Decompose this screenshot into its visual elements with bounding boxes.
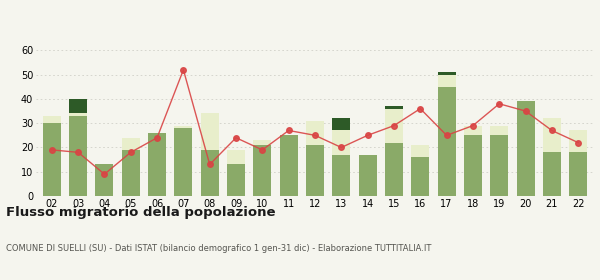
Bar	[490, 135, 508, 196]
Bar	[280, 135, 298, 196]
Bar	[43, 116, 61, 123]
Bar	[437, 75, 455, 87]
Bar	[332, 118, 350, 130]
Bar	[201, 150, 218, 196]
Bar	[148, 133, 166, 196]
Bar	[464, 126, 482, 135]
Bar	[306, 121, 324, 145]
Bar	[569, 130, 587, 152]
Bar	[385, 109, 403, 143]
Bar	[412, 157, 429, 196]
Bar	[464, 135, 482, 196]
Bar	[332, 130, 350, 155]
Bar	[569, 152, 587, 196]
Bar	[69, 113, 87, 116]
Bar	[69, 116, 87, 196]
Bar	[437, 72, 455, 75]
Bar	[517, 101, 535, 196]
Bar	[227, 150, 245, 164]
Bar	[253, 140, 271, 145]
Bar	[332, 155, 350, 196]
Bar	[227, 164, 245, 196]
Bar	[95, 164, 113, 196]
Bar	[69, 99, 87, 113]
Bar	[175, 128, 193, 196]
Bar	[359, 155, 377, 196]
Bar	[437, 87, 455, 196]
Bar	[306, 145, 324, 196]
Bar	[543, 118, 561, 152]
Bar	[122, 150, 140, 196]
Bar	[543, 152, 561, 196]
Bar	[490, 126, 508, 135]
Bar	[385, 143, 403, 196]
Bar	[122, 138, 140, 150]
Bar	[201, 113, 218, 150]
Bar	[412, 145, 429, 157]
Text: Flusso migratorio della popolazione: Flusso migratorio della popolazione	[6, 206, 275, 219]
Bar	[253, 145, 271, 196]
Text: COMUNE DI SUELLI (SU) - Dati ISTAT (bilancio demografico 1 gen-31 dic) - Elabora: COMUNE DI SUELLI (SU) - Dati ISTAT (bila…	[6, 244, 431, 253]
Bar	[385, 106, 403, 109]
Bar	[43, 123, 61, 196]
Bar	[175, 126, 193, 128]
